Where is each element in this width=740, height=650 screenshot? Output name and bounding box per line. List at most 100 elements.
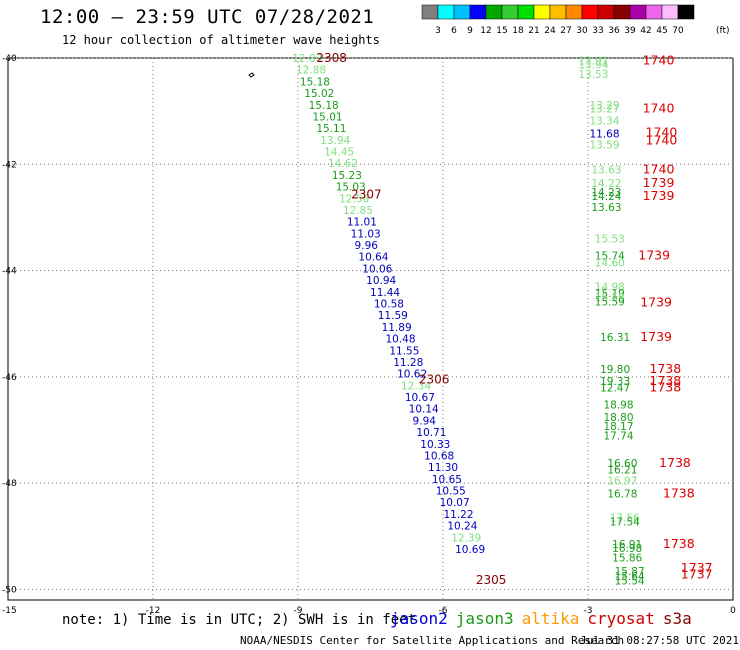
pass-time-label: 1738 [649,379,681,394]
pass-time-label: 1738 [663,486,695,501]
pass-time-label: 1738 [659,455,691,470]
wave-height-point: 11.59 [378,310,408,322]
wave-height-point: 15.59 [595,296,625,308]
wave-height-point: 15.19 [595,288,625,300]
wave-height-point: 15.23 [332,170,362,182]
wave-height-point: 11.28 [393,357,423,369]
satellite-name: altika [521,609,580,628]
pass-time-label: 1737 [681,566,713,581]
map-frame [7,57,734,601]
wave-height-point: 10.58 [374,298,404,310]
satellite-legend: jason2 jason3 altika cryosat s3a [390,609,700,628]
wave-height-point: 17.54 [610,516,640,528]
wave-height-point: 15.02 [304,88,334,100]
wave-height-point: 10.06 [362,263,392,275]
wave-height-point: 15.87 [615,566,645,578]
wave-height-point: 17.74 [603,430,633,442]
pass-time-label: 1739 [640,294,672,309]
wave-height-point: 16.97 [607,475,637,487]
wave-height-point: 9.94 [413,415,437,427]
color-scale-legend: 3 6 9 12 15 18 21 24 27 30 33 36 39 42 45 70 (ft) [421,4,730,36]
generated-timestamp: Jul 31 08:27:58 UTC 2021 [580,634,739,647]
wave-height-point: 10.67 [405,392,435,404]
wave-height-point: 18.80 [603,412,633,424]
wave-height-point: 14.23 [591,187,621,199]
wave-height-point: 16.98 [612,543,642,555]
wave-height-point: 15.11 [316,123,346,135]
longitude-label: -9 [294,606,303,616]
satellite-name: jason3 [455,609,514,628]
wave-height-point: 10.71 [416,427,446,439]
pass-time-label: 1740 [643,162,675,177]
pass-time-label: 1739 [643,188,675,203]
wave-height-point: 19.80 [600,364,630,376]
wave-height-point: 16.78 [607,489,637,501]
wave-height-point: 15.64 [615,571,645,583]
latitude-label: -40 [2,54,17,64]
island-shape [248,72,255,78]
wave-height-point: 10.24 [447,521,477,533]
wave-height-point: 10.69 [455,544,485,556]
wave-height-point: 12.39 [451,532,481,544]
wave-height-point: 11.55 [389,345,419,357]
footnote: note: 1) Time is in UTC; 2) SWH is in fe… [62,612,417,628]
wave-height-point: 18.98 [603,399,633,411]
legend-tick-label: 45 [656,26,667,36]
wave-height-point: 16.60 [607,458,637,470]
legend-tick-label: 12 [480,26,491,36]
wave-height-point: 15.18 [309,100,339,112]
wave-height-point: 12.83 [292,53,322,65]
wave-height-point: 13.29 [589,100,619,112]
wave-height-point: 11.01 [347,217,377,229]
wave-height-point: 12.85 [343,205,373,217]
wave-height-point: 10.64 [358,252,388,264]
longitude-label: 0 [730,606,736,616]
wave-height-point: 10.48 [385,334,415,346]
wave-height-point: 15.01 [313,111,343,123]
wave-height-point: 11.44 [370,287,400,299]
wave-height-point: 15.03 [336,182,366,194]
longitude-label: -12 [146,606,161,616]
wave-height-point: 13.34 [589,116,619,128]
wave-height-point: 14.98 [595,281,625,293]
wave-height-point: 15.53 [595,234,625,246]
pass-time-label: 2307 [351,188,382,202]
latitude-label: -46 [2,373,17,383]
pass-time-label: 2308 [316,51,347,65]
wave-height-point: 10.33 [420,439,450,451]
wave-height-point: 18.17 [603,421,633,433]
wave-height-point: 12.88 [296,65,326,77]
legend-tick-label: 21 [528,26,539,36]
wave-height-point: 13.59 [589,140,619,152]
wave-height-point: 15.86 [612,552,642,564]
legend-swatch [677,4,695,20]
wave-height-point: 13.53 [578,69,608,81]
wave-height-point: 15.74 [595,251,625,263]
wave-height-point: 11.03 [351,228,381,240]
wave-height-point: 10.68 [424,450,454,462]
wave-height-point: 16.91 [612,539,642,551]
longitude-label: -6 [439,606,448,616]
legend-tick-label: 33 [592,26,603,36]
pass-time-label: 1739 [638,248,670,263]
legend-tick-label: 6 [451,26,457,36]
wave-height-point: 14.24 [591,191,621,203]
wave-height-point: 12.47 [600,382,630,394]
wave-height-point: 10.07 [440,497,470,509]
page-title: 12:00 – 23:59 UTC 07/28/2021 [40,6,375,28]
satellite-name: s3a [662,609,692,628]
wave-height-point: 15.18 [300,76,330,88]
wave-height-point: 14.45 [324,147,354,159]
wave-height-point: 16.31 [600,332,630,344]
wave-height-point: 19.33 [600,376,630,388]
legend-tick-label: 15 [496,26,507,36]
pass-time-label: 2305 [476,573,507,587]
wave-height-point: 11.30 [428,462,458,474]
wave-height-point: 11.22 [443,509,473,521]
pass-time-label: 1738 [649,373,681,388]
wave-height-point: 10.94 [366,275,396,287]
wave-height-point: 14.22 [591,178,621,190]
legend-tick-label: 9 [467,26,473,36]
corner-longitude-label: -15 [2,606,17,616]
